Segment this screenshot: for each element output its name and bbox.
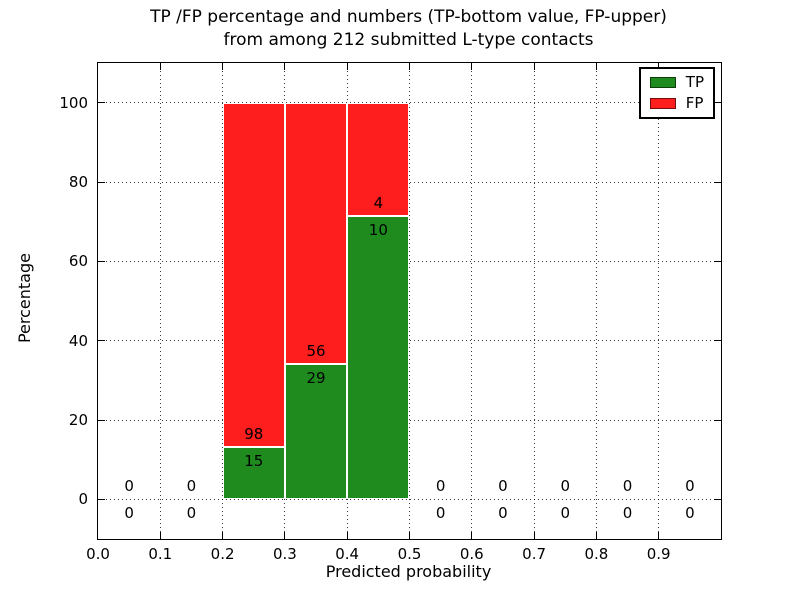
y-tick-mark-right	[714, 498, 721, 500]
legend-item-fp: FP	[649, 94, 704, 112]
bar-value-tp: 10	[368, 220, 388, 239]
x-tick-label: 0.1	[148, 545, 173, 563]
x-tick-label: 0.0	[86, 545, 110, 563]
grid-line-h	[98, 340, 721, 342]
x-tick-label: 0.2	[210, 545, 235, 563]
y-tick-mark	[98, 498, 105, 500]
grid-line-h	[98, 498, 721, 500]
x-tick-mark	[533, 532, 535, 539]
x-tick-mark-top	[409, 63, 410, 70]
legend-swatch-fp-icon	[649, 98, 676, 109]
y-tick-mark-right	[714, 102, 721, 104]
y-tick-label: 40	[68, 331, 88, 350]
y-tick-mark-right	[714, 260, 721, 262]
y-tick-label: 0	[78, 490, 88, 509]
chart-title: TP /FP percentage and numbers (TP-bottom…	[97, 6, 720, 52]
plot-area: TP FP 0 0 0 0 98 15 56 29 4 10 0 0 0 0 0 0 0 0 0 0	[97, 62, 722, 540]
grid-line-h	[98, 260, 721, 262]
legend: TP FP	[638, 67, 715, 119]
grid-line-v	[471, 63, 473, 539]
grid-line-v	[658, 63, 660, 539]
bar-value-tp: 0	[685, 504, 695, 523]
bar-value-fp: 0	[186, 477, 197, 496]
bar-value-fp: 4	[373, 193, 384, 212]
y-tick-label: 20	[68, 411, 88, 429]
bar-value-tp: 0	[498, 504, 508, 523]
x-tick-mark-top	[595, 63, 597, 70]
y-tick-mark-right	[714, 340, 721, 342]
bar-segment-tp	[347, 215, 410, 500]
legend-label-fp: FP	[685, 94, 704, 112]
y-tick-mark-right	[714, 419, 721, 421]
grid-line-h	[98, 181, 721, 183]
x-tick-mark-top	[222, 63, 224, 70]
grid-line-v	[533, 63, 535, 539]
bar-value-tp: 15	[244, 451, 264, 470]
x-tick-mark	[409, 532, 410, 539]
y-axis-label: Percentage	[15, 253, 34, 344]
bar-segment-fp	[284, 102, 348, 364]
x-tick-mark	[346, 532, 348, 539]
x-tick-mark	[471, 532, 473, 539]
legend-label-tp: TP	[685, 73, 704, 91]
grid-line-h	[98, 419, 721, 421]
x-tick-mark	[658, 532, 660, 539]
bar-value-fp: 56	[306, 341, 326, 360]
y-tick-label: 60	[68, 252, 88, 271]
bar-value-fp: 0	[622, 477, 633, 496]
bar-segment-tp	[222, 446, 285, 500]
x-tick-label: 0.6	[459, 545, 484, 563]
chart-title-line2: from among 212 submitted L-type contacts	[223, 30, 594, 50]
chart-title-line1: TP /FP percentage and numbers (TP-bottom…	[150, 7, 667, 27]
y-tick-mark	[98, 419, 105, 421]
grid-line-v	[409, 63, 410, 539]
x-tick-label: 0.9	[646, 545, 671, 563]
x-tick-mark-top	[346, 63, 348, 70]
x-tick-label: 0.7	[522, 545, 547, 563]
x-tick-label: 0.4	[335, 545, 360, 563]
bar-value-tp: 0	[124, 504, 134, 523]
y-tick-label: 80	[68, 173, 88, 191]
x-tick-mark-top	[284, 63, 286, 70]
y-tick-mark	[98, 340, 105, 342]
x-tick-mark	[595, 532, 597, 539]
x-tick-label: 0.3	[272, 545, 297, 563]
bar-value-tp: 0	[435, 504, 446, 523]
bar-segment-fp	[347, 102, 410, 216]
legend-swatch-tp-icon	[649, 77, 676, 88]
bar-value-fp: 0	[435, 477, 446, 496]
x-tick-mark-top	[159, 63, 161, 70]
x-tick-mark-top	[471, 63, 473, 70]
bar-value-tp: 0	[560, 504, 571, 523]
y-tick-label: 100	[59, 93, 88, 112]
bar-value-fp: 0	[685, 477, 695, 496]
x-tick-label: 0.8	[584, 545, 609, 563]
grid-line-h	[98, 102, 721, 104]
bar-segment-tp	[284, 363, 348, 500]
x-tick-mark	[284, 532, 286, 539]
legend-item-tp: TP	[649, 73, 704, 91]
bar-value-tp: 29	[306, 368, 326, 387]
x-tick-mark-top	[533, 63, 535, 70]
bar-value-tp: 0	[186, 504, 197, 523]
x-tick-label: 0.5	[397, 545, 422, 563]
y-tick-mark-right	[714, 181, 721, 183]
x-tick-mark-top	[658, 63, 660, 70]
bar-value-tp: 0	[622, 504, 633, 523]
bar-value-fp: 0	[498, 477, 508, 496]
x-tick-mark	[159, 532, 161, 539]
grid-line-v	[159, 63, 161, 539]
bar-value-fp: 98	[244, 424, 264, 443]
bar-segment-fp	[222, 102, 285, 447]
bar-value-fp: 0	[560, 477, 571, 496]
x-tick-mark	[222, 532, 224, 539]
bar-value-fp: 0	[124, 477, 134, 496]
x-axis-label: Predicted probability	[325, 562, 492, 581]
grid-line-v	[595, 63, 597, 539]
y-tick-mark	[98, 102, 105, 104]
y-tick-mark	[98, 181, 105, 183]
y-tick-mark	[98, 260, 105, 262]
